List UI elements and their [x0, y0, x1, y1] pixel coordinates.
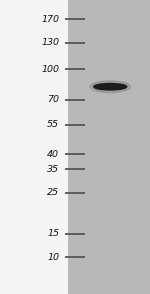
Text: 55: 55 [47, 121, 59, 129]
Text: 10: 10 [47, 253, 59, 262]
Text: 70: 70 [47, 96, 59, 104]
Text: 170: 170 [41, 15, 59, 24]
Text: 35: 35 [47, 165, 59, 173]
Text: 40: 40 [47, 150, 59, 159]
Text: 100: 100 [41, 65, 59, 74]
Bar [68, 0, 150, 294]
Text: 15: 15 [47, 229, 59, 238]
Text: 25: 25 [47, 188, 59, 197]
Text: 130: 130 [41, 38, 59, 47]
Ellipse shape [94, 83, 127, 90]
Ellipse shape [90, 81, 130, 93]
